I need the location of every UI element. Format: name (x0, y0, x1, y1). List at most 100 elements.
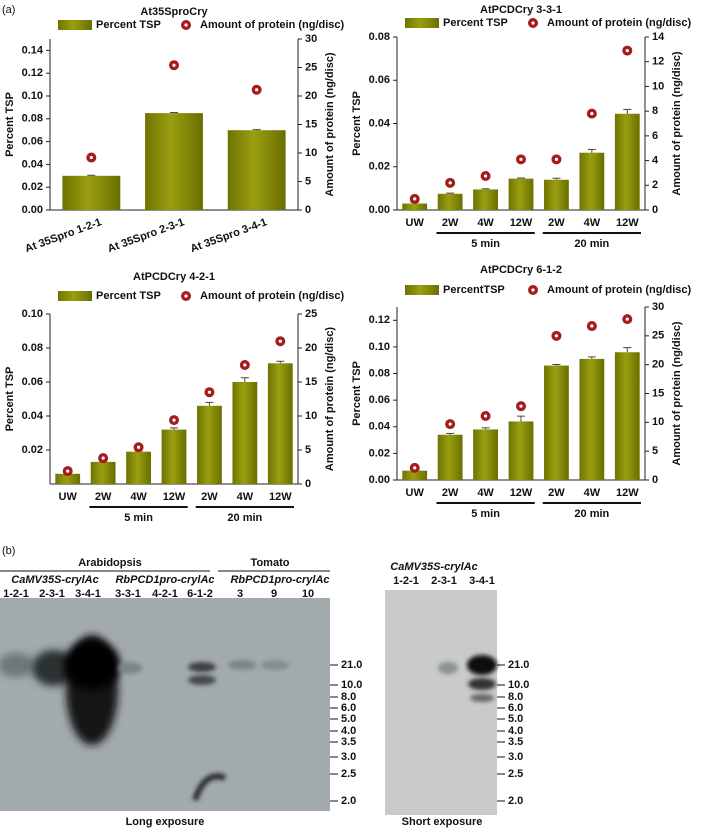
point-center (519, 404, 523, 408)
y-axis-label: Percent TSP (4, 92, 16, 157)
bar (232, 382, 258, 484)
y2-tick-label: 10 (305, 410, 317, 422)
y2-axis-label: Amount of protein (ng/disc) (324, 52, 336, 197)
point-center (483, 174, 488, 178)
y2-tick-label: 30 (305, 33, 317, 45)
marker-label: 21.0 (341, 659, 362, 671)
legend-label: Amount of protein (ng/disc) (547, 284, 692, 296)
blot-bands (438, 655, 497, 702)
x-tick-label: UW (406, 487, 425, 499)
y2-tick-label: 0 (652, 474, 658, 486)
legend-label: Amount of protein (ng/disc) (547, 17, 692, 29)
panel-label: (a) (2, 4, 15, 16)
x-tick-label: 12W (616, 487, 639, 499)
y2-tick-label: 5 (305, 175, 311, 187)
y2-tick-label: 15 (305, 118, 317, 130)
bar (544, 365, 569, 480)
bar (227, 130, 286, 210)
x-tick-label: 2W (442, 217, 459, 229)
y-tick-label: 0.06 (369, 394, 390, 406)
bar (544, 179, 569, 210)
point-center (101, 456, 105, 460)
x-tick-label: 4W (130, 491, 147, 503)
marker-label: 4.0 (341, 725, 356, 737)
bar (437, 434, 463, 480)
y-tick-label: 0.08 (22, 342, 43, 354)
blot-image (385, 590, 497, 815)
y-tick-label: 0.08 (22, 113, 43, 125)
marker-label: 10.0 (508, 679, 529, 691)
point-center (413, 466, 417, 470)
bar (614, 352, 640, 480)
x-tick-label: UW (59, 491, 78, 503)
legend-marker-center (184, 294, 188, 298)
y-tick-label: 0.06 (369, 74, 390, 86)
marker-label: 3.0 (508, 751, 523, 763)
lane-label: 3-3-1 (115, 588, 141, 600)
y-tick-label: 0.02 (22, 444, 43, 456)
marker-label: 2.5 (341, 768, 356, 780)
species-label: Arabidopsis (78, 557, 142, 569)
y-tick-label: 0.04 (369, 117, 391, 129)
lane-label: 4-2-1 (152, 588, 178, 600)
y2-tick-label: 25 (652, 330, 664, 342)
y-tick-label: 0.02 (22, 181, 43, 193)
y2-tick-label: 10 (652, 80, 664, 92)
legend-swatch (58, 20, 92, 30)
point-center (590, 112, 594, 116)
legend-label: Percent TSP (443, 17, 508, 29)
point-center (590, 324, 594, 328)
x-tick-label: 2W (548, 487, 565, 499)
group-label: 5 min (471, 508, 500, 520)
marker-label: 5.0 (341, 713, 356, 725)
marker-label: 5.0 (508, 713, 523, 725)
point-center (255, 88, 259, 92)
point-center (66, 469, 70, 473)
group-label: 20 min (574, 508, 609, 520)
bar (90, 461, 116, 484)
y-tick-label: 0.06 (22, 136, 43, 148)
y-tick-label: 0.02 (369, 161, 390, 173)
bar (62, 175, 121, 210)
x-tick-label: At 35Spro 1-2-1 (23, 216, 103, 255)
bar (145, 113, 203, 210)
marker-label: 8.0 (341, 691, 356, 703)
y-tick-label: 0.12 (22, 67, 43, 79)
marker-label: 6.0 (341, 702, 356, 714)
marker-label: 6.0 (508, 702, 523, 714)
point-center (243, 363, 247, 367)
lane-label: 3-4-1 (469, 575, 495, 587)
bar (473, 189, 498, 210)
y2-axis-label: Amount of protein (ng/disc) (324, 327, 336, 472)
legend-swatch (405, 18, 439, 28)
y-tick-label: 0.10 (369, 341, 390, 353)
y2-tick-label: 20 (652, 359, 664, 371)
y2-axis-label: Amount of protein (ng/disc) (671, 51, 683, 196)
blot-caption: Short exposure (402, 816, 483, 828)
x-tick-label: 4W (584, 487, 601, 499)
point-center (172, 63, 176, 67)
y2-tick-label: 4 (652, 154, 659, 166)
x-tick-label: 4W (237, 491, 254, 503)
bar (508, 421, 534, 480)
legend-label: PercentTSP (443, 284, 505, 296)
point-center (89, 155, 93, 160)
x-tick-label: 12W (269, 491, 292, 503)
y2-tick-label: 20 (305, 342, 317, 354)
y-tick-label: 0.04 (22, 158, 44, 170)
legend-label: Percent TSP (96, 290, 161, 302)
lane-label: 10 (302, 588, 314, 600)
y-tick-label: 0.00 (369, 204, 390, 216)
y-tick-label: 0.08 (369, 367, 390, 379)
point-center (448, 181, 452, 185)
point-center (448, 422, 452, 426)
chart-title: AtPCDCry 3-3-1 (480, 4, 562, 16)
group-label: 20 min (574, 238, 609, 250)
marker-label: 21.0 (508, 659, 529, 671)
y2-tick-label: 5 (652, 445, 658, 457)
point-center (207, 390, 212, 394)
lane-label: 3 (237, 588, 243, 600)
point-center (554, 157, 559, 161)
